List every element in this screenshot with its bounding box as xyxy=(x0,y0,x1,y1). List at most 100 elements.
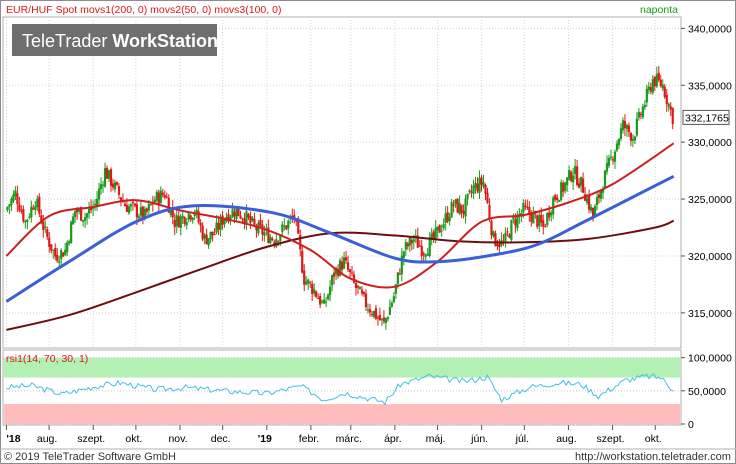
candle-up xyxy=(424,254,427,257)
candle-up xyxy=(605,162,609,172)
candle-up xyxy=(139,207,142,216)
candle-down xyxy=(40,215,43,224)
candle-up xyxy=(474,182,477,188)
footer-url[interactable]: http://workstation.teletrader.com xyxy=(575,451,731,463)
candle-up xyxy=(251,217,254,221)
candle-up xyxy=(149,204,152,206)
candle-up xyxy=(607,158,611,166)
candle-down xyxy=(370,313,374,315)
date-tick-label: okt. xyxy=(125,433,142,445)
candle-down xyxy=(460,204,463,213)
candle-down xyxy=(293,215,296,218)
candle-down xyxy=(506,231,509,233)
rsi-band-oversold xyxy=(4,404,680,424)
candle-up xyxy=(434,227,437,239)
candle-down xyxy=(271,238,274,240)
candle-up xyxy=(412,239,415,242)
moving-average-lines xyxy=(5,142,675,331)
candle-down xyxy=(56,254,59,261)
candle-down xyxy=(659,79,662,87)
candle-down xyxy=(133,203,137,206)
date-tick-label: jún. xyxy=(470,433,488,445)
date-tick-label: '18 xyxy=(6,433,20,445)
candle-down xyxy=(597,194,601,198)
candle-down xyxy=(255,226,258,231)
candle-up xyxy=(625,124,629,129)
candle-down xyxy=(213,234,216,236)
candle-up xyxy=(388,306,391,315)
candle-up xyxy=(6,207,9,211)
date-tick-label: dec. xyxy=(211,433,231,445)
candle-up xyxy=(558,200,561,202)
candle-up xyxy=(159,190,162,204)
candle-down xyxy=(165,196,168,198)
candle-up xyxy=(209,231,212,240)
date-tick-label: szept. xyxy=(77,433,105,445)
candle-up xyxy=(147,204,150,211)
candle-up xyxy=(338,260,342,276)
candle-up xyxy=(305,281,308,285)
candle-up xyxy=(283,225,286,227)
candle-up xyxy=(390,302,393,307)
candle-up xyxy=(28,216,31,218)
candle-up xyxy=(566,177,569,185)
candle-up xyxy=(522,202,525,213)
candle-up xyxy=(72,216,75,225)
candle-down xyxy=(591,207,595,217)
candle-up xyxy=(235,209,238,220)
candle-up xyxy=(281,224,284,233)
candle-up xyxy=(635,118,638,136)
candle-up xyxy=(444,213,447,223)
candle-up xyxy=(99,184,103,189)
candle-up xyxy=(68,241,71,244)
candle-down xyxy=(237,206,240,216)
candle-down xyxy=(346,262,350,270)
candle-down xyxy=(554,195,557,200)
candle-up xyxy=(10,198,13,206)
candle-up xyxy=(327,294,330,300)
date-tick-label: márc. xyxy=(336,433,362,445)
candle-down xyxy=(285,225,288,230)
candle-down xyxy=(360,289,364,294)
candle-up xyxy=(14,190,17,197)
candle-up xyxy=(482,181,485,187)
candle-up xyxy=(24,221,27,223)
footer-copyright: © 2019 TeleTrader Software GmbH xyxy=(4,451,176,463)
candle-up xyxy=(137,216,140,219)
candle-up xyxy=(430,233,433,239)
candle-down xyxy=(22,208,25,222)
candle-down xyxy=(562,182,565,192)
candle-down xyxy=(462,210,465,215)
candle-down xyxy=(374,308,378,319)
candle-up xyxy=(307,279,310,284)
candle-down xyxy=(199,222,202,226)
candle-up xyxy=(155,191,158,201)
candle-down xyxy=(340,261,344,270)
candle-down xyxy=(301,250,304,273)
candle-up xyxy=(215,222,218,233)
candle-down xyxy=(627,125,631,133)
candle-up xyxy=(601,189,605,193)
candle-down xyxy=(418,245,421,247)
candle-down xyxy=(109,169,113,186)
candle-down xyxy=(50,244,53,251)
candle-down xyxy=(362,291,366,295)
candle-up xyxy=(619,128,623,140)
price-panel[interactable]: TeleTrader WorkStation xyxy=(2,16,682,424)
candle-down xyxy=(135,204,138,218)
candle-up xyxy=(478,177,481,193)
candle-up xyxy=(113,182,117,190)
candle-down xyxy=(524,205,527,207)
candle-down xyxy=(183,217,186,224)
candle-up xyxy=(82,219,85,222)
candle-up xyxy=(402,251,405,259)
candle-up xyxy=(195,209,198,213)
candle-down xyxy=(311,283,314,294)
candle-up xyxy=(58,261,61,263)
candle-up xyxy=(60,249,63,260)
rsi-panel[interactable]: rsi1(14, 70, 30, 1) xyxy=(2,349,682,426)
candle-down xyxy=(350,272,354,274)
rsi-band-overbought xyxy=(4,357,680,378)
candle-up xyxy=(442,224,445,229)
